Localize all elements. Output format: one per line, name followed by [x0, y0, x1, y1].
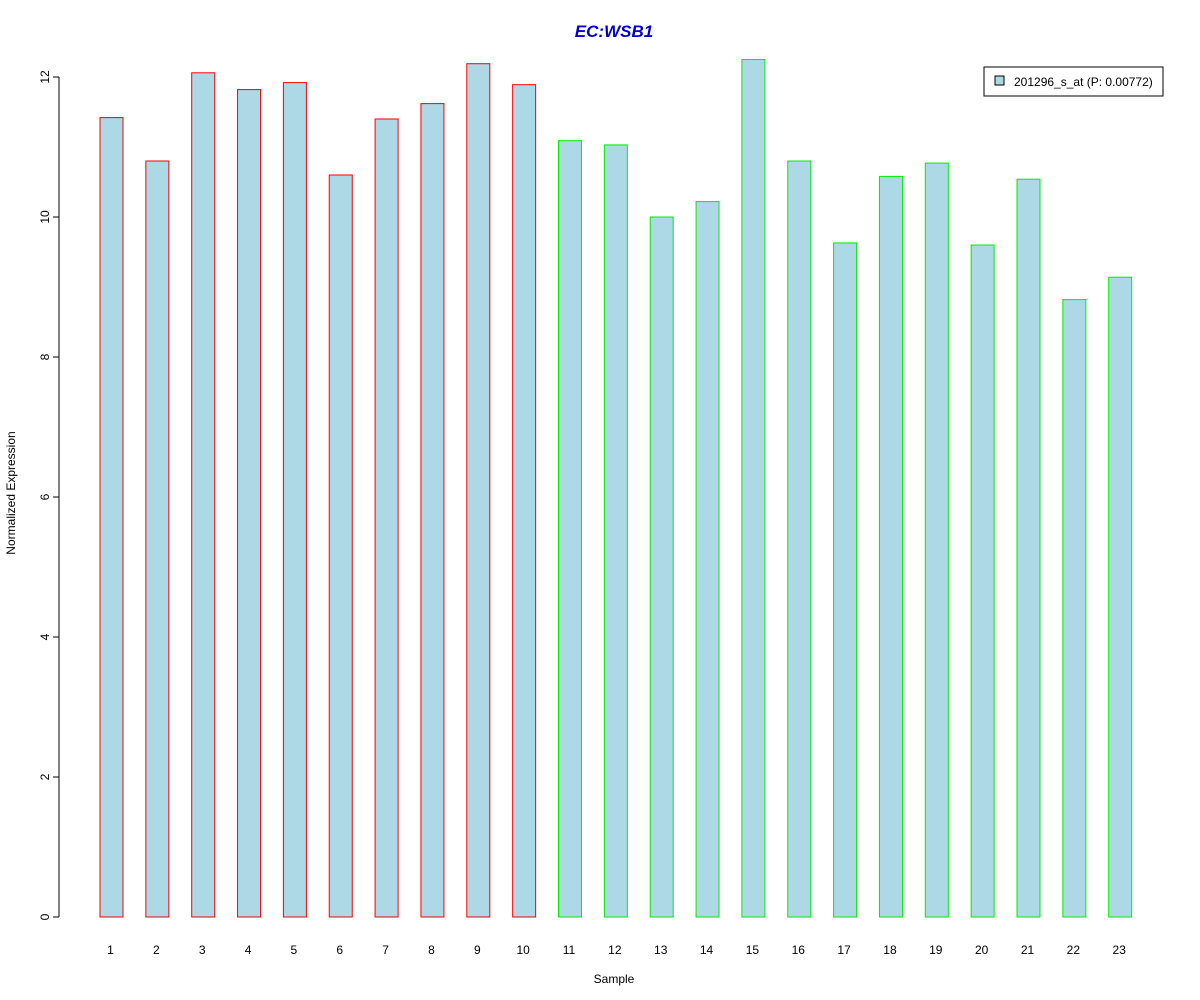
x-tick-label: 15	[746, 943, 760, 957]
bar-sample-8	[420, 103, 445, 918]
x-tick-label: 4	[245, 943, 252, 957]
y-tick-label: 8	[38, 353, 52, 360]
y-tick-label: 0	[38, 913, 52, 920]
x-tick-label: 20	[975, 943, 989, 957]
bar-sample-11	[558, 140, 582, 918]
x-tick-label: 17	[837, 943, 851, 957]
x-tick-label: 11	[563, 943, 576, 957]
bar-sample-17	[833, 242, 858, 918]
bar-sample-4	[237, 89, 262, 918]
x-tick-label: 7	[382, 943, 389, 957]
x-tick-label: 22	[1067, 943, 1081, 957]
x-tick-label: 13	[654, 943, 668, 957]
bar-sample-12	[603, 144, 628, 918]
bar-sample-19	[924, 162, 949, 918]
bar-sample-5	[282, 82, 307, 918]
x-tick-label: 19	[929, 943, 943, 957]
x-tick-label: 5	[291, 943, 298, 957]
legend-box	[983, 66, 1164, 97]
bar-sample-6	[328, 174, 353, 918]
x-tick-label: 3	[199, 943, 206, 957]
bar-sample-9	[466, 63, 491, 918]
bar-sample-15	[741, 59, 766, 918]
y-tick-label: 4	[38, 633, 52, 640]
legend-swatch	[994, 75, 1005, 86]
y-tick-label: 10	[38, 210, 52, 224]
bar-sample-22	[1062, 299, 1087, 918]
x-tick-label: 10	[516, 943, 530, 957]
x-tick-label: 21	[1021, 943, 1035, 957]
bar-sample-1	[99, 117, 124, 918]
bar-sample-7	[374, 118, 399, 918]
bars	[99, 59, 1133, 918]
y-axis-label: Normalized Expression	[4, 431, 18, 554]
bar-sample-16	[787, 160, 812, 918]
y-tick-label: 6	[38, 493, 52, 500]
x-axis-tick-labels: 1 2 3 4 5 6 7 8 9 10 11 12 13 14 15 16 17 18 19 20 21 22 23	[107, 943, 1126, 957]
bar-sample-2	[145, 160, 170, 918]
bar-sample-3	[191, 72, 216, 918]
legend-entry: 201296_s_at (P: 0.00772)	[1014, 75, 1153, 89]
bar-sample-10	[512, 84, 537, 918]
bar-sample-13	[649, 216, 674, 918]
y-tick-label: 12	[38, 70, 52, 84]
y-axis: 0 2 4 6 8 10 12	[38, 70, 60, 920]
bar-sample-23	[1108, 276, 1133, 918]
legend: 201296_s_at (P: 0.00772)	[983, 66, 1164, 97]
bar-sample-20	[970, 244, 995, 918]
x-tick-label: 1	[107, 943, 114, 957]
x-tick-label: 18	[883, 943, 897, 957]
x-axis-label: Sample	[594, 972, 635, 986]
y-tick-label: 2	[38, 773, 52, 780]
x-tick-label: 8	[428, 943, 435, 957]
bar-sample-14	[695, 201, 720, 918]
x-tick-label: 12	[608, 943, 622, 957]
x-tick-label: 16	[792, 943, 806, 957]
x-tick-label: 9	[474, 943, 481, 957]
x-tick-label: 23	[1113, 943, 1127, 957]
chart-title: EC:WSB1	[575, 22, 653, 41]
bar-sample-18	[878, 175, 903, 918]
x-tick-label: 2	[153, 943, 160, 957]
x-tick-label: 6	[336, 943, 343, 957]
x-tick-label: 14	[700, 943, 714, 957]
bar-sample-21	[1016, 178, 1041, 918]
